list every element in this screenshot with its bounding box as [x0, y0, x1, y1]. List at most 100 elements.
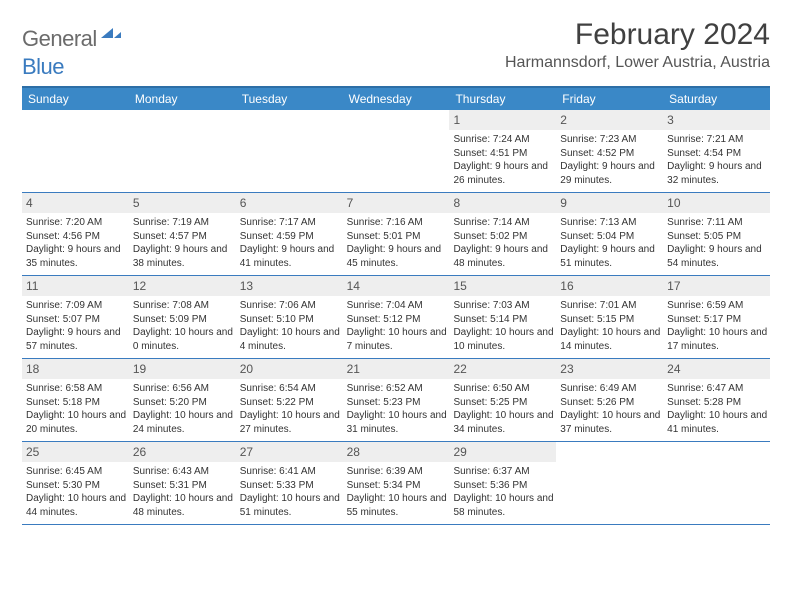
sunset-text: Sunset: 4:52 PM	[558, 147, 661, 161]
day-number: 2	[556, 110, 663, 130]
daylight-text: Daylight: 10 hours and 17 minutes.	[665, 326, 768, 353]
day-number: 22	[449, 359, 556, 379]
day-cell	[236, 110, 343, 192]
sunset-text: Sunset: 5:07 PM	[24, 313, 127, 327]
day-cell: 21Sunrise: 6:52 AMSunset: 5:23 PMDayligh…	[343, 359, 450, 441]
sunrise-text: Sunrise: 6:58 AM	[24, 382, 127, 396]
day-cell: 19Sunrise: 6:56 AMSunset: 5:20 PMDayligh…	[129, 359, 236, 441]
day-body: Sunrise: 7:09 AMSunset: 5:07 PMDaylight:…	[24, 299, 127, 353]
sunrise-text: Sunrise: 7:19 AM	[131, 216, 234, 230]
day-cell	[556, 442, 663, 524]
day-number: 1	[449, 110, 556, 130]
dow-sunday: Sunday	[22, 88, 129, 110]
dow-friday: Friday	[556, 88, 663, 110]
daylight-text: Daylight: 9 hours and 35 minutes.	[24, 243, 127, 270]
daylight-text: Daylight: 10 hours and 55 minutes.	[345, 492, 448, 519]
day-number: 16	[556, 276, 663, 296]
sunset-text: Sunset: 5:10 PM	[238, 313, 341, 327]
sunrise-text: Sunrise: 6:50 AM	[451, 382, 554, 396]
sunset-text: Sunset: 5:22 PM	[238, 396, 341, 410]
sunrise-text: Sunrise: 7:24 AM	[451, 133, 554, 147]
day-body: Sunrise: 6:52 AMSunset: 5:23 PMDaylight:…	[345, 382, 448, 436]
sunrise-text: Sunrise: 7:01 AM	[558, 299, 661, 313]
day-cell: 26Sunrise: 6:43 AMSunset: 5:31 PMDayligh…	[129, 442, 236, 524]
day-number: 13	[236, 276, 343, 296]
brand-part2: Blue	[22, 54, 64, 80]
day-number: 9	[556, 193, 663, 213]
daylight-text: Daylight: 10 hours and 44 minutes.	[24, 492, 127, 519]
day-body: Sunrise: 7:16 AMSunset: 5:01 PMDaylight:…	[345, 216, 448, 270]
brand-part1: General	[22, 26, 97, 52]
sunrise-text: Sunrise: 7:17 AM	[238, 216, 341, 230]
day-number: 17	[663, 276, 770, 296]
sunset-text: Sunset: 5:02 PM	[451, 230, 554, 244]
week-row: 4 Sunrise: 7:20 AMSunset: 4:56 PMDaylight…	[22, 193, 770, 276]
sunrise-text: Sunrise: 6:54 AM	[238, 382, 341, 396]
day-cell: 10Sunrise: 7:11 AMSunset: 5:05 PMDayligh…	[663, 193, 770, 275]
daylight-text: Daylight: 10 hours and 31 minutes.	[345, 409, 448, 436]
sunrise-text: Sunrise: 6:49 AM	[558, 382, 661, 396]
day-body: Sunrise: 6:41 AMSunset: 5:33 PMDaylight:…	[238, 465, 341, 519]
day-cell: 25Sunrise: 6:45 AMSunset: 5:30 PMDayligh…	[22, 442, 129, 524]
day-number: 7	[343, 193, 450, 213]
daylight-text: Daylight: 10 hours and 7 minutes.	[345, 326, 448, 353]
day-cell: 6 Sunrise: 7:17 AMSunset: 4:59 PMDaylight…	[236, 193, 343, 275]
sunrise-text: Sunrise: 6:45 AM	[24, 465, 127, 479]
sunset-text: Sunset: 5:09 PM	[131, 313, 234, 327]
day-cell: 27Sunrise: 6:41 AMSunset: 5:33 PMDayligh…	[236, 442, 343, 524]
daylight-text: Daylight: 10 hours and 27 minutes.	[238, 409, 341, 436]
calendar-page: General February 2024 Harmannsdorf, Lowe…	[0, 0, 792, 543]
sunset-text: Sunset: 5:30 PM	[24, 479, 127, 493]
day-number: 14	[343, 276, 450, 296]
day-cell: 7 Sunrise: 7:16 AMSunset: 5:01 PMDaylight…	[343, 193, 450, 275]
sunrise-text: Sunrise: 7:20 AM	[24, 216, 127, 230]
sunrise-text: Sunrise: 7:16 AM	[345, 216, 448, 230]
day-body: Sunrise: 6:45 AMSunset: 5:30 PMDaylight:…	[24, 465, 127, 519]
daylight-text: Daylight: 9 hours and 41 minutes.	[238, 243, 341, 270]
day-body: Sunrise: 6:59 AMSunset: 5:17 PMDaylight:…	[665, 299, 768, 353]
sunrise-text: Sunrise: 7:21 AM	[665, 133, 768, 147]
day-body: Sunrise: 7:08 AMSunset: 5:09 PMDaylight:…	[131, 299, 234, 353]
day-number: 20	[236, 359, 343, 379]
sunset-text: Sunset: 5:28 PM	[665, 396, 768, 410]
day-body: Sunrise: 7:17 AMSunset: 4:59 PMDaylight:…	[238, 216, 341, 270]
daylight-text: Daylight: 9 hours and 51 minutes.	[558, 243, 661, 270]
brand-mark-icon	[101, 24, 121, 43]
day-number: 12	[129, 276, 236, 296]
day-body: Sunrise: 6:47 AMSunset: 5:28 PMDaylight:…	[665, 382, 768, 436]
sunset-text: Sunset: 5:33 PM	[238, 479, 341, 493]
sunrise-text: Sunrise: 7:08 AM	[131, 299, 234, 313]
daylight-text: Daylight: 10 hours and 58 minutes.	[451, 492, 554, 519]
dow-monday: Monday	[129, 88, 236, 110]
dow-thursday: Thursday	[449, 88, 556, 110]
brand-logo: General	[22, 24, 123, 53]
day-number: 19	[129, 359, 236, 379]
week-row: 1Sunrise: 7:24 AMSunset: 4:51 PMDaylight…	[22, 110, 770, 193]
daylight-text: Daylight: 10 hours and 41 minutes.	[665, 409, 768, 436]
sunrise-text: Sunrise: 6:37 AM	[451, 465, 554, 479]
sunrise-text: Sunrise: 7:11 AM	[665, 216, 768, 230]
day-body: Sunrise: 7:13 AMSunset: 5:04 PMDaylight:…	[558, 216, 661, 270]
daylight-text: Daylight: 9 hours and 54 minutes.	[665, 243, 768, 270]
day-body: Sunrise: 7:19 AMSunset: 4:57 PMDaylight:…	[131, 216, 234, 270]
day-cell: 8Sunrise: 7:14 AMSunset: 5:02 PMDaylight…	[449, 193, 556, 275]
day-body: Sunrise: 7:03 AMSunset: 5:14 PMDaylight:…	[451, 299, 554, 353]
calendar-grid: Sunday Monday Tuesday Wednesday Thursday…	[22, 86, 770, 525]
day-cell: 28Sunrise: 6:39 AMSunset: 5:34 PMDayligh…	[343, 442, 450, 524]
sunset-text: Sunset: 4:57 PM	[131, 230, 234, 244]
day-body: Sunrise: 6:58 AMSunset: 5:18 PMDaylight:…	[24, 382, 127, 436]
day-body: Sunrise: 7:20 AMSunset: 4:56 PMDaylight:…	[24, 216, 127, 270]
sunset-text: Sunset: 4:59 PM	[238, 230, 341, 244]
sunrise-text: Sunrise: 7:13 AM	[558, 216, 661, 230]
day-cell	[129, 110, 236, 192]
sunrise-text: Sunrise: 7:04 AM	[345, 299, 448, 313]
day-number: 26	[129, 442, 236, 462]
day-body: Sunrise: 7:04 AMSunset: 5:12 PMDaylight:…	[345, 299, 448, 353]
dow-saturday: Saturday	[663, 88, 770, 110]
day-cell: 16Sunrise: 7:01 AMSunset: 5:15 PMDayligh…	[556, 276, 663, 358]
sunrise-text: Sunrise: 6:41 AM	[238, 465, 341, 479]
sunset-text: Sunset: 4:54 PM	[665, 147, 768, 161]
day-number: 6	[236, 193, 343, 213]
day-body: Sunrise: 6:50 AMSunset: 5:25 PMDaylight:…	[451, 382, 554, 436]
day-number: 4	[22, 193, 129, 213]
